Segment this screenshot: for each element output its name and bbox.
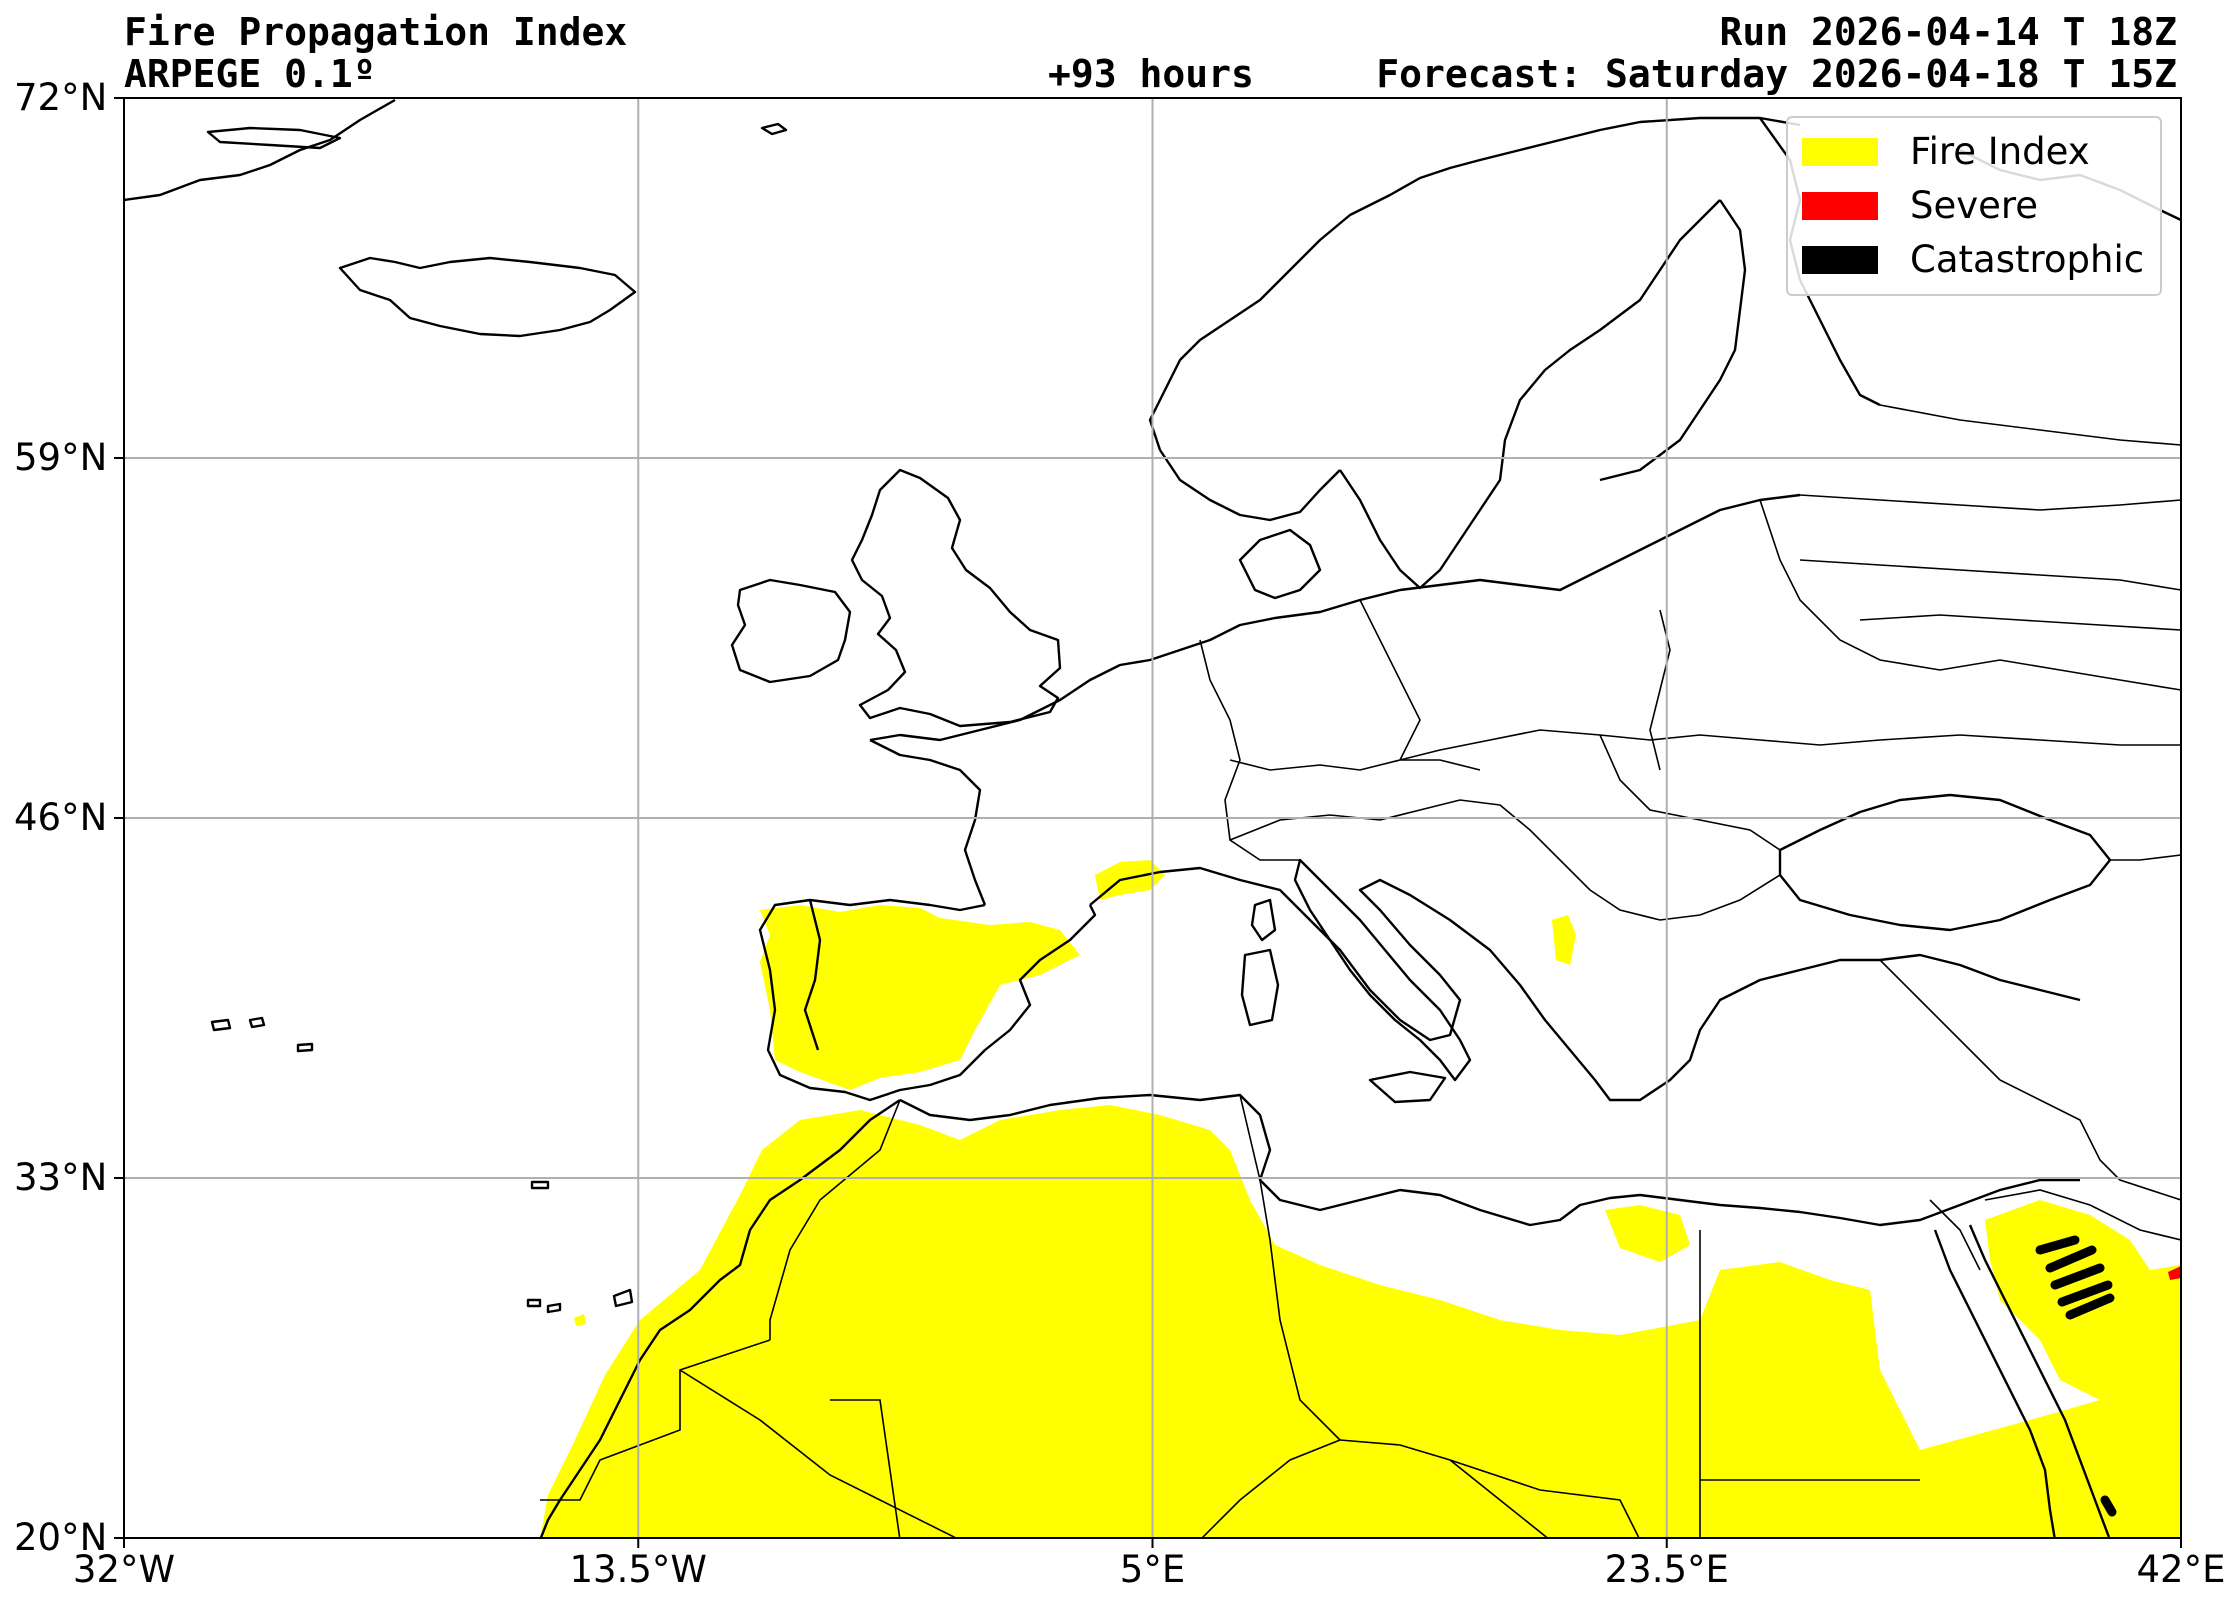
coastline-azores-2	[248, 1016, 266, 1029]
legend-item-fire-index: Fire Index	[1802, 130, 2090, 174]
border-balkans	[1499, 804, 1781, 921]
x-tick-label: 13.5°W	[569, 1548, 707, 1591]
border-libya-chad	[1449, 1459, 1640, 1538]
border-russia-3	[1859, 614, 2181, 631]
coastline-norway-south	[1159, 449, 1341, 522]
model-label: ARPEGE 0.1º	[124, 52, 376, 96]
border-germany-east	[1359, 599, 1421, 761]
border-romania	[1599, 734, 1781, 851]
coastline-sardinia	[1240, 948, 1280, 1027]
border-france-east	[1199, 639, 1300, 861]
coastline-sweden	[1339, 199, 1721, 590]
lead-time-label: +93 hours	[1048, 52, 1254, 96]
border-russia-2	[1799, 559, 2181, 591]
coastlines	[124, 98, 2181, 1538]
coastline-maghreb	[899, 1093, 2080, 1227]
y-tick-label: 46°N	[14, 796, 108, 839]
border-algeria-niger	[1200, 1439, 1341, 1538]
run-label: Run 2026-04-14 T 18Z	[1719, 10, 2177, 54]
border-baltics	[1799, 494, 2181, 511]
border-germany-south	[1229, 759, 1481, 771]
y-tick-label: 59°N	[14, 436, 108, 479]
border-caucasus	[2110, 854, 2181, 861]
legend-swatch-catastrophic	[1802, 246, 1878, 274]
coastline-jan-mayen	[206, 126, 342, 150]
coastline-greenland	[124, 98, 396, 202]
fire-index-area-cyrenaica	[1605, 1205, 1690, 1262]
legend-swatch-fire-index	[1802, 138, 1878, 166]
y-tick-label: 20°N	[14, 1516, 108, 1559]
fire-index-area-south-france	[1095, 860, 1165, 900]
forecast-label: Forecast: Saturday 2026-04-18 T 15Z	[1376, 52, 2177, 96]
border-syria	[1999, 1079, 2181, 1201]
axis-ticks	[114, 97, 2182, 1548]
fire-index-area-iberia-north	[760, 905, 940, 935]
coastline-italy	[1293, 858, 1472, 1082]
border-russia-1	[1879, 404, 2181, 446]
legend-item-catastrophic: Catastrophic	[1802, 238, 2144, 282]
catastrophic-areas	[2035, 1235, 2117, 1517]
coastline-iberia	[758, 898, 1097, 1102]
legend-label: Fire Index	[1910, 130, 2090, 173]
fire-index-area-balkans	[1552, 915, 1576, 965]
coastline-azores-3	[296, 1042, 314, 1053]
coastline-red-sea-east	[1968, 1224, 2111, 1538]
coastline-great-britain	[850, 468, 1062, 728]
legend-label: Severe	[1910, 184, 2039, 227]
borders	[540, 404, 2181, 1538]
coastline-north-europe	[869, 493, 1801, 742]
coastline-france-west	[869, 738, 987, 906]
legend-item-severe: Severe	[1802, 184, 2038, 228]
x-tick-label: 32°W	[72, 1548, 176, 1591]
border-alps	[1229, 799, 1501, 841]
fire-index-area-canaries	[574, 1314, 586, 1326]
coastline-sicily	[1368, 1070, 1447, 1104]
coastline-azores-1	[210, 1018, 232, 1032]
chart-title: Fire Propagation Index	[124, 10, 628, 54]
legend-label: Catastrophic	[1910, 238, 2145, 281]
coastline-finland	[1599, 199, 1747, 482]
coastline-red-sea-west	[1933, 1229, 2056, 1538]
coastline-iceland	[338, 256, 637, 338]
coastline-black-sea	[1778, 793, 2112, 932]
border-ukraine	[1759, 499, 2181, 691]
coastline-north-africa	[539, 1099, 901, 1538]
fire-index-area-arabia	[1985, 1200, 2181, 1400]
coastline-denmark	[1238, 528, 1322, 600]
fire-index-areas	[540, 860, 2181, 1538]
legend: Fire Index Severe Catastrophic	[1786, 116, 2162, 296]
coastline-ireland	[730, 578, 852, 684]
legend-swatch-severe	[1802, 192, 1878, 220]
border-mauritania-mali	[830, 1399, 901, 1538]
border-mauritania	[679, 1369, 958, 1538]
x-tick-label: 23.5°E	[1604, 1548, 1729, 1591]
coastline-norway	[1148, 116, 1801, 451]
y-tick-label: 72°N	[14, 76, 108, 119]
coastline-corsica	[1250, 898, 1277, 942]
coastline-med-north	[1089, 866, 2081, 1102]
border-spain-portugal	[803, 899, 822, 1051]
coastline-faroe	[760, 122, 788, 136]
y-tick-label: 33°N	[14, 1156, 108, 1199]
border-central-europe	[1399, 729, 2181, 761]
map-layers	[124, 98, 2181, 1538]
fire-index-area-iberia	[760, 918, 1080, 1090]
coastline-canaries	[526, 1288, 634, 1314]
fire-index-area-north-africa	[540, 1105, 2181, 1538]
border-morocco-algeria	[769, 1099, 901, 1340]
border-saudi	[1984, 1189, 2181, 1241]
border-turkey	[1879, 959, 2001, 1081]
border-egypt-sinai	[1929, 1199, 1981, 1271]
coastline-madeira	[530, 1180, 550, 1190]
border-algeria-east	[1239, 1094, 1341, 1441]
x-tick-label: 42°E	[2136, 1548, 2226, 1591]
severe-area	[2168, 1266, 2181, 1280]
x-tick-label: 5°E	[1119, 1548, 1186, 1591]
